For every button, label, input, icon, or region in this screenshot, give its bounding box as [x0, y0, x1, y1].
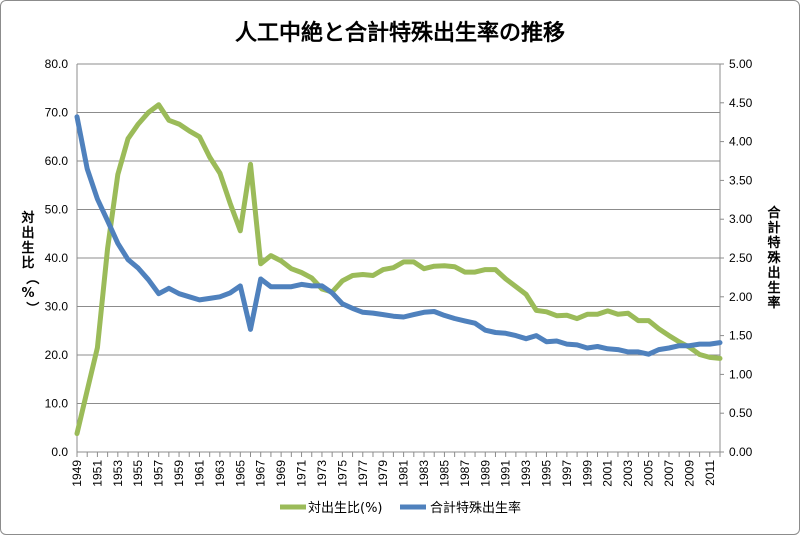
right-tick-label: 3.50	[729, 173, 753, 187]
x-tick-label: 1993	[519, 460, 533, 487]
series-line-fertility-rate	[74, 114, 723, 357]
left-tick-label: 60.0	[45, 154, 69, 168]
axis-title-char: ）	[24, 301, 40, 314]
axis-title-char: 出	[767, 265, 780, 281]
axis-title-char: 合	[767, 205, 781, 221]
right-tick-label: 2.50	[729, 251, 753, 265]
series-line-abortion-ratio	[74, 102, 723, 437]
legend-label-abortion-ratio: 対出生比(%)	[308, 501, 383, 516]
x-tick-label: 2003	[621, 460, 635, 487]
x-tick-label: 1977	[356, 460, 370, 487]
right-tick-label: 1.50	[729, 329, 753, 343]
x-tick-label: 1985	[437, 460, 451, 487]
x-tick-label: 1961	[192, 460, 206, 487]
x-tick-label: 1951	[90, 460, 104, 487]
x-tick-label: 1999	[580, 460, 594, 487]
chart-title: 人工中絶と合計特殊出生率の推移	[235, 20, 565, 46]
axis-title-char: 特	[767, 235, 780, 251]
x-tick-label: 1973	[315, 460, 329, 487]
x-tick-label: 1953	[111, 460, 125, 487]
x-axis: 1949 1951 1953 1955 1957 1959 1961 1963 1965 1967…	[70, 64, 721, 487]
left-tick-label: 20.0	[45, 348, 69, 362]
right-tick-label: 4.00	[729, 135, 753, 149]
x-tick-label: 1997	[560, 460, 574, 487]
axis-title-char: 生	[21, 240, 34, 256]
legend: 対出生比(%) 合計特殊出生率	[280, 500, 521, 516]
left-tick-label: 0.0	[51, 445, 68, 459]
x-tick-label: 1959	[172, 460, 186, 487]
x-tick-label: 1987	[458, 460, 472, 487]
x-tick-label: 2009	[682, 460, 696, 487]
right-tick-label: 0.00	[729, 445, 753, 459]
left-tick-label: 30.0	[45, 300, 69, 314]
left-tick-label: 80.0	[45, 57, 69, 71]
axis-title-char: 率	[767, 295, 780, 311]
x-tick-label: 1957	[152, 460, 166, 487]
right-tick-label: 5.00	[729, 57, 753, 71]
axis-title-char: 計	[767, 220, 780, 236]
left-axis-ticks: 0.0 10.0 20.0 30.0 40.0 50.0 60.0 70.0 80.0	[45, 57, 69, 459]
right-tick-label: 0.50	[729, 406, 753, 420]
x-tick-label: 1991	[499, 460, 513, 487]
axis-title-char: 対	[20, 210, 34, 226]
axis-title-char: %	[21, 286, 34, 301]
x-tick-label: 1971	[295, 460, 309, 487]
right-axis-title: 合計特殊出生率	[767, 205, 781, 311]
axis-title-char: 殊	[767, 251, 781, 266]
x-tick-label: 1955	[131, 460, 145, 487]
x-tick-label: 1967	[254, 460, 268, 487]
left-axis-title: 対出生比（%）	[20, 210, 40, 315]
x-tick-label: 1965	[233, 460, 247, 487]
x-tick-label: 1981	[397, 460, 411, 487]
left-tick-label: 40.0	[45, 251, 69, 265]
x-tick-label: 1963	[213, 460, 227, 487]
left-tick-label: 10.0	[45, 397, 69, 411]
x-tick-label: 1949	[70, 460, 84, 487]
x-tick-label: 1983	[417, 460, 431, 487]
series-layer	[74, 102, 723, 437]
x-tick-label: 2011	[703, 460, 717, 486]
axis-title-char: 生	[767, 280, 780, 296]
axis-title-char: 比	[21, 255, 34, 271]
x-tick-label: 2001	[601, 460, 615, 487]
right-tick-label: 3.00	[729, 212, 753, 226]
right-axis-ticks: 0.00 0.50 1.00 1.50 2.00 2.50 3.00 3.50 4.00 4.50…	[720, 57, 753, 459]
legend-label-fertility-rate: 合計特殊出生率	[430, 500, 521, 516]
x-tick-label: 1995	[539, 460, 553, 487]
axis-title-char: （	[24, 271, 40, 284]
x-tick-label: 1975	[335, 460, 349, 487]
right-tick-label: 2.00	[729, 290, 753, 304]
left-tick-label: 70.0	[45, 106, 69, 120]
x-tick-label: 1979	[376, 460, 390, 487]
x-tick-label: 2005	[642, 460, 656, 487]
left-tick-label: 50.0	[45, 203, 69, 217]
axis-title-char: 出	[21, 225, 34, 241]
x-tick-label: 1989	[478, 460, 492, 487]
x-tick-label: 1969	[274, 460, 288, 487]
right-tick-label: 1.00	[729, 367, 753, 381]
right-tick-label: 4.50	[729, 96, 753, 110]
x-tick-label: 2007	[662, 460, 676, 487]
